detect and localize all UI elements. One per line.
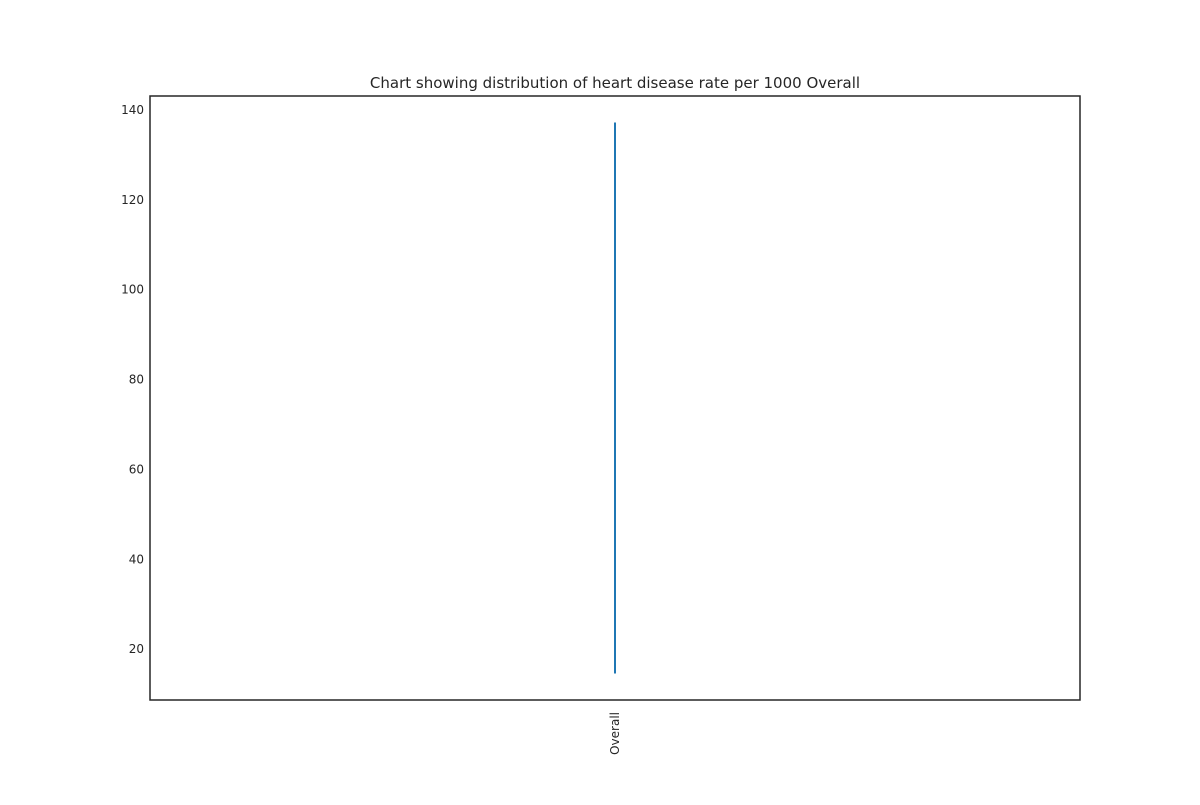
y-tick-label: 100 xyxy=(121,283,144,297)
y-tick-label: 20 xyxy=(129,642,144,656)
y-tick-label: 80 xyxy=(129,373,144,387)
x-axis: Overall xyxy=(608,712,622,755)
y-tick-label: 60 xyxy=(129,462,144,476)
y-tick-label: 140 xyxy=(121,103,144,117)
x-tick-label: Overall xyxy=(608,712,622,755)
y-tick-label: 120 xyxy=(121,193,144,207)
chart-title: Chart showing distribution of heart dise… xyxy=(370,74,860,92)
y-tick-label: 40 xyxy=(129,552,144,566)
y-axis: 20 40 60 80 100 120 140 xyxy=(121,103,144,656)
plot-frame xyxy=(149,95,1081,701)
